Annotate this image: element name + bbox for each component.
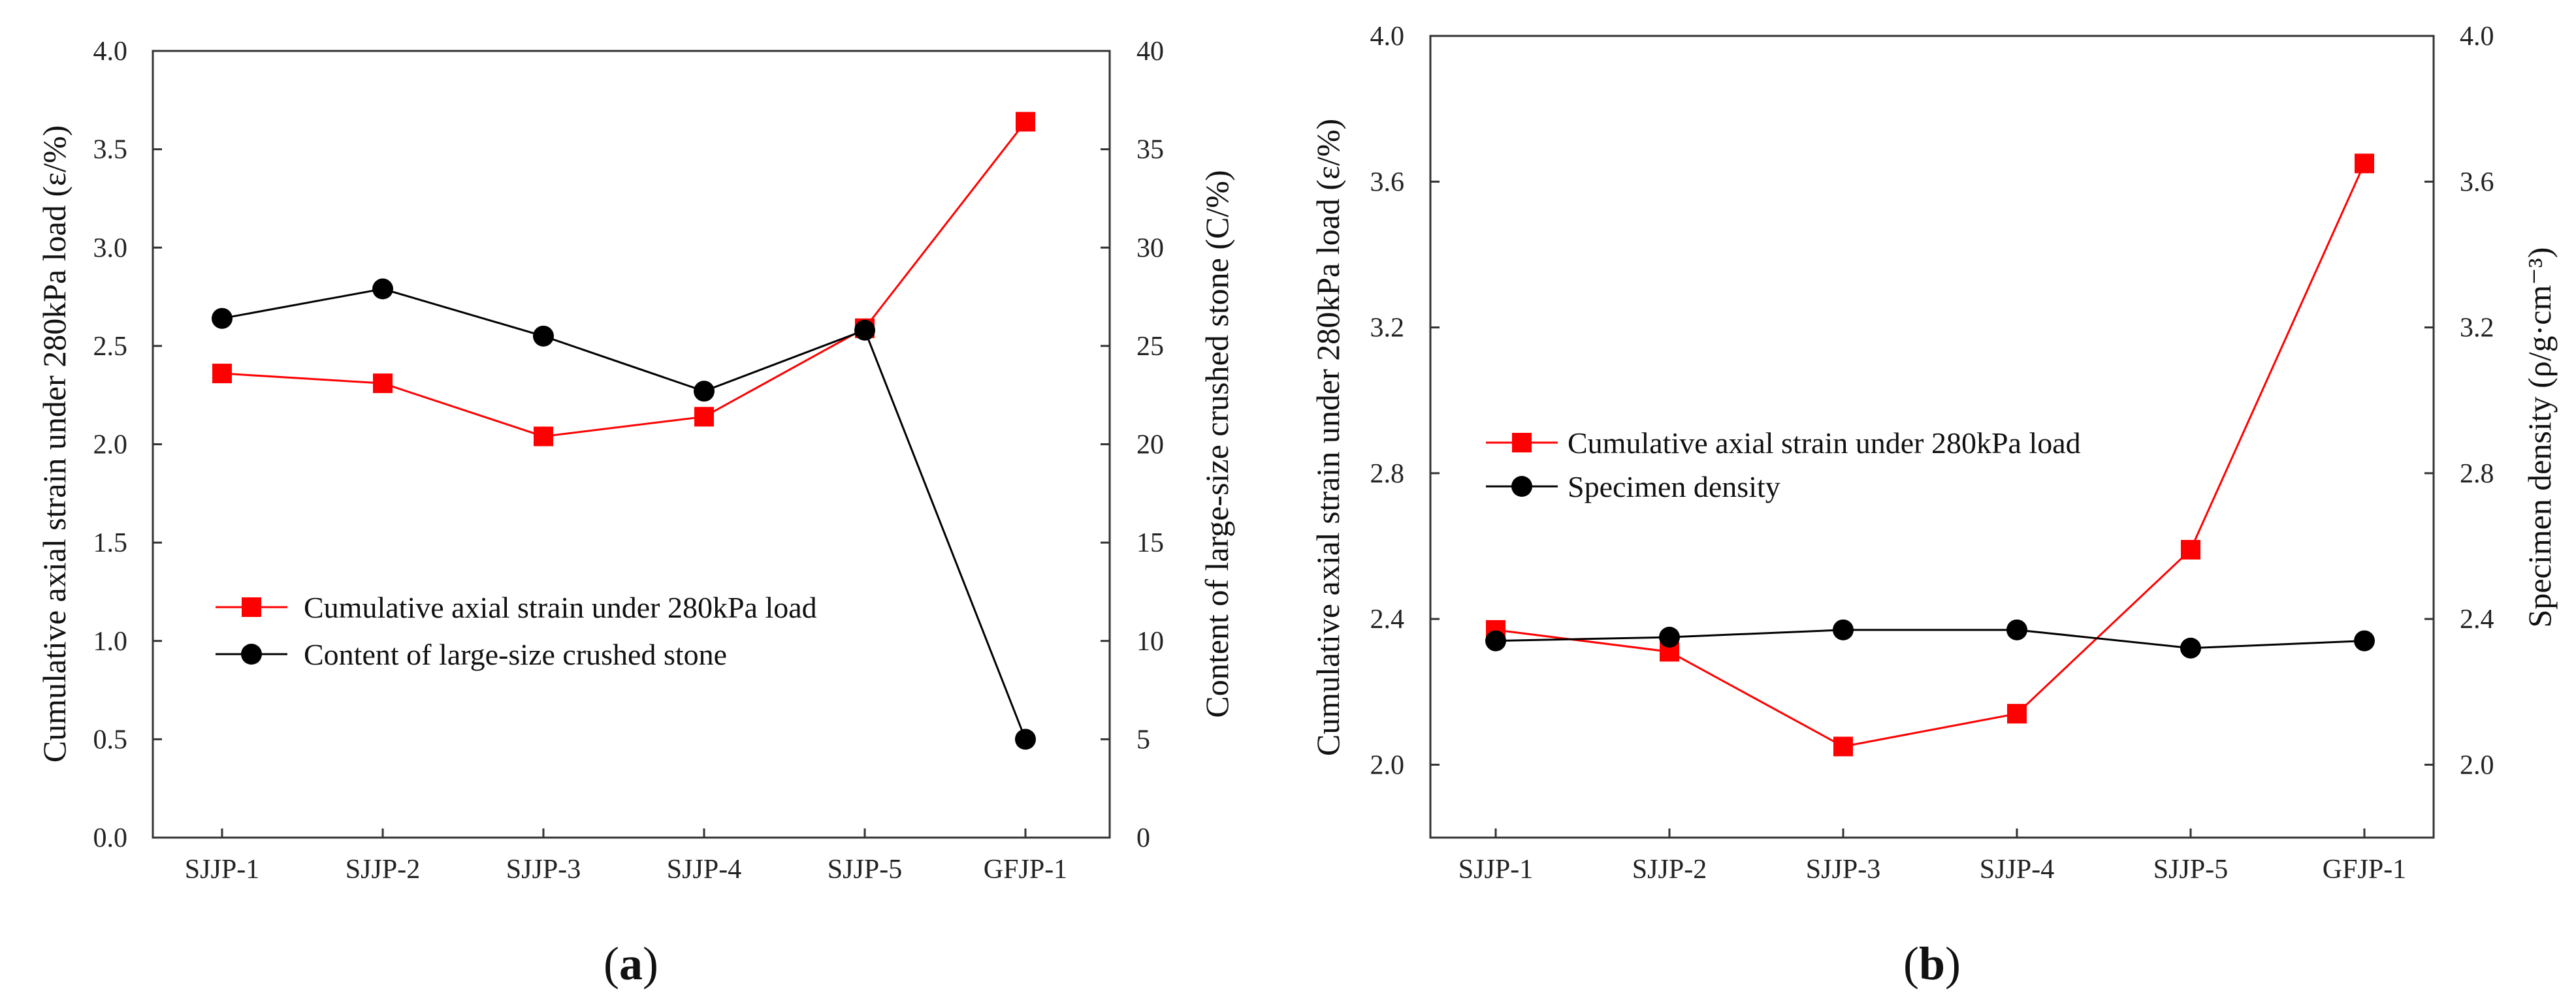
- panel-b-label: (b): [1903, 937, 1961, 990]
- panel-a-series-1-point: [694, 381, 715, 402]
- panel-b-series-1-point: [1833, 619, 1854, 640]
- panel-b-ytick-label: 3.6: [1370, 167, 1405, 197]
- panel-a-right-y-axis: 0 5 10 15 20 25 30 35 40: [1101, 37, 1164, 853]
- panel-a-y2tick-label: 30: [1136, 233, 1164, 263]
- panel-a-left-y-axis: 0.0 0.5 1.0 1.5 2.0 2.5 3.0 3.5 4.0: [93, 37, 162, 853]
- panel-b-xtick-label: SJJP-5: [2153, 855, 2228, 885]
- panel-a-plot-frame: [152, 50, 1111, 839]
- panel-a-right-axis-title: Content of large-size crushed stone (C/%…: [1199, 170, 1235, 717]
- panel-b-y2tick-label: 2.8: [2460, 459, 2494, 489]
- panel-b-series-0-line: [1495, 163, 2366, 748]
- panel-b-right-axis-title: Specimen density (ρ/g·cm⁻³): [2521, 247, 2558, 628]
- panel-a-ytick-label: 0.0: [93, 823, 128, 853]
- panel-b-xtick-label: SJJP-4: [1980, 855, 2054, 885]
- panel-a: 0.0 0.5 1.0 1.5 2.0 2.5 3.0 3.5 4.0 0 5 10 15 20 25 30…: [36, 37, 1235, 990]
- panel-a-series-1-point: [1015, 729, 1036, 750]
- panel-b-series-0-point: [2355, 153, 2374, 174]
- panel-a-y2tick-label: 20: [1136, 430, 1164, 460]
- panel-b-right-y-axis: 2.0 2.4 2.8 3.2 3.6 4.0: [2424, 22, 2494, 780]
- panel-a-ytick-label: 1.5: [93, 528, 128, 558]
- panel-b-ytick-label: 2.0: [1370, 750, 1405, 780]
- panel-b-series-0-point: [2007, 704, 2027, 724]
- panel-a-series-0-point: [694, 407, 714, 427]
- panel-a-x-axis: SJJP-1 SJJP-2 SJJP-3 SJJP-4 SJJP-5 GFJP-1: [185, 828, 1067, 885]
- panel-a-ytick-label: 2.0: [93, 430, 128, 460]
- panel-b-xtick-label: SJJP-2: [1632, 855, 1707, 885]
- panel-b-ytick-label: 2.4: [1370, 605, 1405, 635]
- panel-a-y2tick-label: 25: [1136, 332, 1164, 362]
- panel-a-series-0-point: [373, 373, 393, 394]
- panel-b-legend: Cumulative axial strain under 280kPa loa…: [1486, 426, 2081, 503]
- panel-a-series-0-point: [212, 364, 232, 384]
- panel-a-ytick-label: 3.0: [93, 233, 128, 263]
- panel-a-ytick-label: 1.0: [93, 627, 128, 657]
- panel-a-series-0-point: [534, 426, 553, 447]
- panel-b-ytick-label: 3.2: [1370, 313, 1405, 343]
- panel-b-ytick-label: 2.8: [1370, 459, 1405, 489]
- panel-a-left-axis-title: Cumulative axial strain under 280kPa loa…: [36, 125, 72, 763]
- panel-b-left-axis-title: Cumulative axial strain under 280kPa loa…: [1310, 119, 1346, 756]
- panel-b-ytick-label: 4.0: [1370, 22, 1405, 52]
- panel-a-y2tick-label: 0: [1136, 823, 1150, 853]
- panel-a-legend-marker-strain: [242, 597, 261, 617]
- panel-a-series-1-point: [212, 307, 233, 329]
- panel-a-xtick-label: SJJP-1: [185, 855, 259, 885]
- panel-b-series-1-point: [2354, 630, 2375, 652]
- panel-b-series-0-point: [1833, 736, 1853, 757]
- panel-a-series-1-line: [221, 287, 1027, 740]
- panel-a-series: [212, 112, 1036, 750]
- panel-b-y2tick-label: 2.0: [2460, 750, 2494, 780]
- panel-a-y2tick-label: 15: [1136, 528, 1164, 558]
- panel-b-legend-marker-density: [1511, 476, 1532, 497]
- panel-b-series-0-point: [2181, 540, 2200, 560]
- panel-a-ytick-label: 0.5: [93, 725, 128, 755]
- panel-a-xtick-label: GFJP-1: [984, 855, 1067, 885]
- panel-b-legend-marker-strain: [1512, 433, 1532, 452]
- panel-b-y2tick-label: 2.4: [2460, 605, 2494, 635]
- panel-a-ytick-label: 3.5: [93, 135, 128, 165]
- panel-b-legend-label-strain: Cumulative axial strain under 280kPa loa…: [1568, 426, 2081, 460]
- panel-b-y2tick-label: 3.6: [2460, 167, 2494, 197]
- panel-b-xtick-label: GFJP-1: [2323, 855, 2406, 885]
- panel-a-legend-label-strain: Cumulative axial strain under 280kPa loa…: [304, 591, 817, 624]
- panel-b-xtick-label: SJJP-1: [1458, 855, 1533, 885]
- panel-a-xtick-label: SJJP-2: [346, 855, 420, 885]
- panel-b-series-1-point: [2180, 637, 2201, 659]
- panel-a-y2tick-label: 40: [1136, 37, 1164, 67]
- panel-a-xtick-label: SJJP-3: [506, 855, 581, 885]
- panel-a-label: (a): [604, 937, 658, 990]
- panel-a-xtick-label: SJJP-5: [828, 855, 902, 885]
- panel-a-legend-marker-content: [241, 644, 262, 665]
- panel-b-y2tick-label: 4.0: [2460, 22, 2494, 52]
- panel-a-series-1-point: [533, 325, 554, 347]
- panel-a-ytick-label: 4.0: [93, 37, 128, 67]
- panel-b-series-1-point: [1659, 627, 1680, 648]
- panel-a-y2tick-label: 35: [1136, 135, 1164, 165]
- panel-a-legend: Cumulative axial strain under 280kPa loa…: [216, 591, 817, 671]
- panel-b-plot-frame: [1429, 35, 2435, 839]
- panel-b-legend-label-density: Specimen density: [1568, 470, 1780, 503]
- panel-a-y2tick-label: 10: [1136, 627, 1164, 657]
- panel-a-xtick-label: SJJP-4: [667, 855, 741, 885]
- panel-a-y2tick-label: 5: [1136, 725, 1150, 755]
- panel-b: 2.0 2.4 2.8 3.2 3.6 4.0 2.0 2.4 2.8 3.2 3.6 4.0 SJ…: [1310, 22, 2558, 990]
- panel-a-legend-label-content: Content of large-size crushed stone: [304, 638, 727, 671]
- panel-a-series-0-line: [221, 121, 1027, 437]
- panel-b-y2tick-label: 3.2: [2460, 313, 2494, 343]
- panel-b-left-y-axis: 2.0 2.4 2.8 3.2 3.6 4.0: [1370, 22, 1440, 780]
- panel-a-series-0-point: [1016, 112, 1035, 132]
- panel-b-series: [1485, 153, 2375, 757]
- panel-a-series-1-point: [854, 319, 875, 341]
- panel-b-xtick-label: SJJP-3: [1806, 855, 1880, 885]
- panel-b-series-1-line: [1495, 629, 2365, 650]
- panel-a-ytick-label: 2.5: [93, 332, 128, 362]
- panel-b-series-1-point: [1485, 630, 1506, 652]
- panel-b-x-axis: SJJP-1 SJJP-2 SJJP-3 SJJP-4 SJJP-5 GFJP-1: [1458, 828, 2406, 885]
- panel-a-series-1-point: [372, 278, 393, 300]
- panel-b-series-1-point: [2006, 619, 2027, 640]
